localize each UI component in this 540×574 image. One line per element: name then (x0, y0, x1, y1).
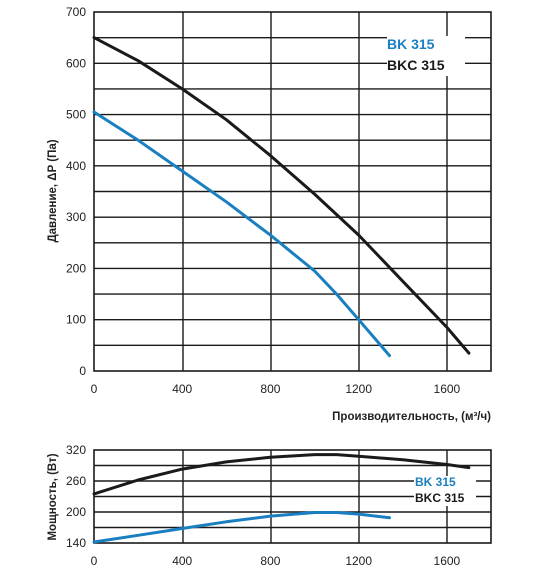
x-tick-label: 0 (91, 382, 98, 396)
y-tick-label: 140 (66, 536, 86, 550)
x-tick-label: 1200 (345, 554, 372, 568)
power-chart: 140 200 260 320 0 400 800 1200 1600 Мощность, (Вт… (47, 443, 492, 568)
y-tick-label: 200 (66, 261, 86, 275)
legend-entry-bk315: BK 315 (387, 36, 435, 52)
series-line-bk315 (92, 511, 391, 544)
y-tick-label: 700 (66, 5, 86, 19)
legend-background (414, 476, 476, 506)
x-tick-label: 1600 (434, 554, 461, 568)
y-axis-title: Мощность, (Вт) (47, 453, 59, 540)
y-tick-label: 260 (66, 474, 86, 488)
legend-background (387, 36, 465, 76)
legend-entry-bk315: BK 315 (415, 475, 456, 489)
series-line-bk315 (92, 110, 391, 358)
y-tick-label: 0 (79, 364, 86, 378)
x-tick-label: 800 (260, 382, 280, 396)
y-tick-label: 320 (66, 443, 86, 457)
x-tick-label: 800 (260, 554, 280, 568)
y-tick-label: 500 (66, 108, 86, 122)
y-tick-label: 200 (66, 505, 86, 519)
y-tick-label: 600 (66, 56, 86, 70)
x-tick-label: 400 (172, 554, 192, 568)
plot-frame (93, 11, 492, 372)
y-tick-label: 300 (66, 210, 86, 224)
x-axis-title: Производительность, (м³/ч) (332, 411, 491, 423)
pressure-chart: 0 100 200 300 400 500 600 700 0 400 800 1200 1600 Дав… (47, 5, 492, 423)
x-tick-label: 0 (91, 554, 98, 568)
series-line-bkc315 (92, 36, 471, 355)
legend-entry-bkc315: BKC 315 (387, 57, 445, 73)
x-tick-label: 400 (172, 382, 192, 396)
series-line-bkc315 (92, 453, 471, 496)
y-tick-label: 400 (66, 159, 86, 173)
y-tick-label: 100 (66, 313, 86, 327)
legend-entry-bkc315: BKC 315 (415, 491, 465, 505)
y-axis-title: Давление, ΔP (Па) (47, 139, 59, 242)
x-tick-label: 1600 (434, 382, 461, 396)
plot-frame (93, 449, 492, 544)
x-tick-label: 1200 (345, 382, 372, 396)
